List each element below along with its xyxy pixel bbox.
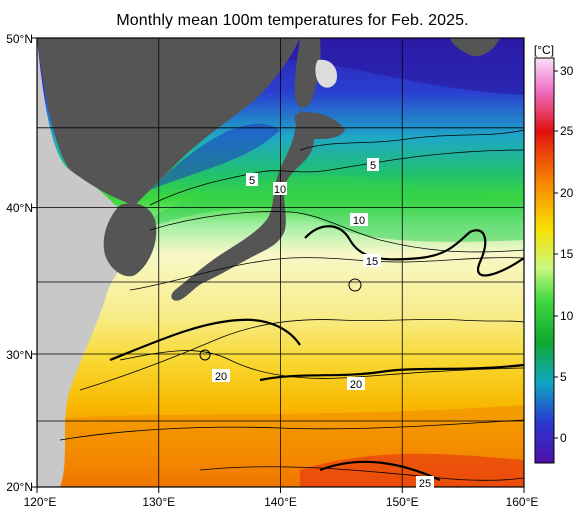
colorbar: [°C] 30 25 20 15 10 5 0: [534, 43, 574, 464]
axis-ticks: [31, 37, 525, 493]
lon-label-150: 150°E: [386, 495, 419, 509]
iso-label: 5: [249, 175, 255, 187]
colorbar-tick: 10: [560, 309, 574, 323]
lat-label-20: 20°N: [6, 480, 33, 494]
lon-label-140: 140°E: [264, 495, 297, 509]
iso-label: 10: [274, 184, 286, 196]
graticule: [37, 38, 524, 487]
colorbar-tick: 20: [560, 186, 574, 200]
colorbar-unit: [°C]: [534, 43, 554, 57]
continental-land: [37, 38, 155, 487]
bold-isotherms: [109, 225, 524, 482]
lon-label-160: 160°E: [506, 495, 539, 509]
lon-label-120: 120°E: [24, 495, 57, 509]
colorbar-tick: 15: [560, 247, 574, 261]
iso-label: 20: [215, 371, 227, 383]
iso-label: 15: [366, 256, 378, 268]
isotherm-contours: [59, 129, 524, 481]
lon-label-130: 130°E: [142, 495, 175, 509]
colorbar-tick: 25: [560, 124, 574, 138]
sakhalin-land: [294, 38, 321, 108]
lat-label-30: 30°N: [6, 348, 33, 362]
colorbar-tick: 30: [560, 64, 574, 78]
lat-label-50: 50°N: [6, 32, 33, 46]
colorbar-tick: 5: [560, 370, 567, 384]
lat-label-40: 40°N: [6, 201, 33, 215]
colorbar-scale: [534, 57, 555, 464]
colorbar-tick: 0: [560, 431, 567, 445]
iso-label: 20: [350, 379, 362, 391]
map-title: Monthly mean 100m temperatures for Feb. …: [116, 12, 469, 29]
korea-land: [103, 203, 157, 277]
iso-label: 5: [370, 160, 376, 172]
iso-label: 25: [419, 478, 431, 490]
russia-land: [37, 38, 300, 205]
isotherm-labels: 5 5 10 10 15 20 20 25: [212, 158, 434, 490]
iso-label: 10: [353, 215, 365, 227]
hokkaido-land: [294, 112, 345, 140]
